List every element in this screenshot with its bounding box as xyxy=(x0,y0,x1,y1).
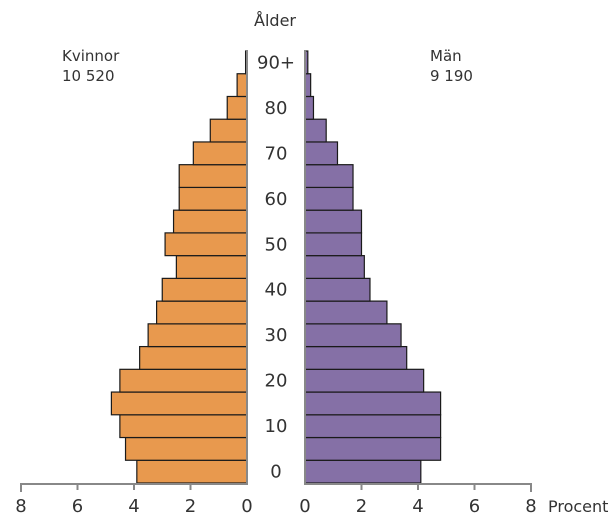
women-series-label: Kvinnor xyxy=(62,47,120,65)
age-label-10: 10 xyxy=(265,416,288,437)
women-bars xyxy=(110,50,248,484)
men-bar-60-64 xyxy=(304,186,354,211)
x-axis-ticks: 8 6 4 2 0 0 2 4 6 8 xyxy=(15,484,537,515)
age-label-90+: 90+ xyxy=(257,52,295,73)
right-tick-label-6: 6 xyxy=(469,496,480,515)
left-tick-label-2: 2 xyxy=(185,496,196,515)
men-bar-55-59 xyxy=(304,209,363,234)
right-tick-label-8: 8 xyxy=(525,496,536,515)
women-bar-75-79 xyxy=(209,118,248,143)
right-tick-label-0: 0 xyxy=(299,496,310,515)
men-series-label: Män xyxy=(430,47,462,65)
age-label-40: 40 xyxy=(265,280,288,301)
men-bar-20-24 xyxy=(304,368,425,393)
men-bar-15-19 xyxy=(304,391,442,416)
men-bar-70-74 xyxy=(304,141,339,166)
women-bar-5-9 xyxy=(124,436,248,461)
men-bar-75-79 xyxy=(304,118,327,143)
women-bar-60-64 xyxy=(178,186,248,211)
women-bar-20-24 xyxy=(119,368,248,393)
men-bar-5-9 xyxy=(304,436,442,461)
women-bar-50-54 xyxy=(164,232,248,257)
age-label-70: 70 xyxy=(265,143,288,164)
women-bar-85-89 xyxy=(236,73,248,98)
women-bar-40-44 xyxy=(161,277,248,302)
women-bar-45-49 xyxy=(175,255,248,279)
women-total-label: 10 520 xyxy=(62,67,115,85)
right-tick-label-2: 2 xyxy=(356,496,367,515)
men-bar-25-29 xyxy=(304,345,408,370)
men-bar-35-39 xyxy=(304,300,388,325)
men-bar-0-4 xyxy=(304,459,422,484)
men-bar-30-34 xyxy=(304,323,402,348)
men-bar-10-14 xyxy=(304,414,442,439)
left-tick-label-6: 6 xyxy=(72,496,83,515)
women-bar-10-14 xyxy=(119,414,248,439)
women-bar-30-34 xyxy=(147,323,248,348)
left-tick-label-4: 4 xyxy=(128,496,139,515)
left-tick-label-0: 0 xyxy=(241,496,252,515)
age-label-80: 80 xyxy=(265,98,288,119)
men-bar-80-84 xyxy=(304,95,315,120)
women-bar-35-39 xyxy=(156,300,248,325)
women-bar-15-19 xyxy=(110,391,248,416)
age-label-0: 0 xyxy=(270,462,281,483)
women-bar-55-59 xyxy=(172,209,248,234)
women-bar-25-29 xyxy=(139,345,248,370)
age-label-30: 30 xyxy=(265,325,288,346)
age-label-60: 60 xyxy=(265,189,288,210)
age-labels: 0 10 20 30 40 50 60 70 80 90+ xyxy=(257,52,295,482)
men-bar-40-44 xyxy=(304,277,371,302)
men-bars xyxy=(304,50,442,484)
men-bar-65-69 xyxy=(304,164,354,189)
age-axis-title: Ålder xyxy=(254,11,296,30)
men-bar-50-54 xyxy=(304,232,363,257)
women-bar-0-4 xyxy=(136,459,248,484)
age-label-20: 20 xyxy=(265,371,288,392)
left-tick-label-8: 8 xyxy=(15,496,26,515)
women-bar-70-74 xyxy=(192,141,248,166)
age-label-50: 50 xyxy=(265,234,288,255)
men-total-label: 9 190 xyxy=(430,67,473,85)
women-bar-80-84 xyxy=(226,95,248,120)
men-bar-45-49 xyxy=(304,255,365,279)
x-axis-unit-label: Procent xyxy=(548,497,608,515)
women-bar-65-69 xyxy=(178,164,248,189)
right-tick-label-4: 4 xyxy=(412,496,423,515)
